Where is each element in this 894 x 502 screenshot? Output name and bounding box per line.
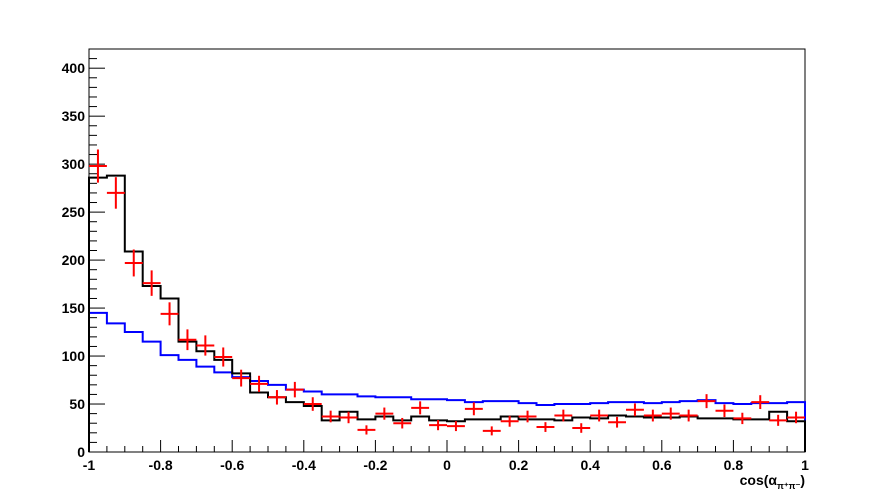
y-tick-label: 150 bbox=[62, 300, 86, 316]
y-tick-label: 300 bbox=[62, 156, 86, 172]
data-point bbox=[285, 381, 304, 398]
data-point bbox=[124, 249, 143, 277]
x-axis: -1 -0.8 -0.6 -0.4 -0.2 0 0.2 0.4 0.6 0.8 1 bbox=[83, 440, 809, 473]
data-point bbox=[232, 369, 251, 387]
data-point bbox=[106, 177, 125, 209]
data-point bbox=[536, 422, 555, 432]
x-tick-label: -1 bbox=[83, 457, 96, 473]
data-point bbox=[572, 423, 591, 433]
x-tick-label: -0.8 bbox=[149, 457, 173, 473]
data-point bbox=[464, 402, 483, 416]
data-point bbox=[393, 417, 412, 429]
data-point bbox=[643, 409, 662, 422]
data-point bbox=[608, 416, 626, 428]
y-axis: 0 50 100 150 200 250 300 350 400 bbox=[62, 48, 105, 460]
data-point bbox=[715, 404, 734, 418]
blue-step-histogram bbox=[88, 311, 806, 452]
data-point bbox=[500, 415, 519, 427]
data-point bbox=[160, 302, 179, 326]
data-point bbox=[661, 407, 680, 420]
x-tick-label: 1 bbox=[801, 457, 809, 473]
data-point bbox=[89, 149, 107, 183]
data-point bbox=[321, 410, 340, 423]
x-axis-title-main: cos(α bbox=[740, 472, 778, 488]
data-point bbox=[196, 335, 215, 356]
data-point bbox=[303, 397, 322, 411]
data-point bbox=[268, 390, 286, 405]
x-axis-title-subscript: π⁺π⁻ bbox=[777, 481, 801, 491]
data-point bbox=[679, 409, 698, 422]
data-point bbox=[214, 347, 233, 367]
x-tick-label: 0 bbox=[443, 457, 451, 473]
data-point bbox=[697, 394, 716, 409]
data-point bbox=[142, 270, 161, 296]
data-point bbox=[482, 426, 501, 436]
x-axis-title-close: ) bbox=[800, 472, 805, 488]
y-tick-label: 400 bbox=[62, 60, 86, 76]
data-point bbox=[178, 329, 197, 351]
data-point bbox=[787, 411, 805, 424]
series-layer bbox=[88, 149, 806, 452]
data-point bbox=[375, 407, 394, 420]
data-point bbox=[590, 409, 609, 422]
data-point bbox=[339, 411, 358, 424]
y-tick-label: 0 bbox=[77, 444, 85, 460]
data-point bbox=[769, 414, 788, 426]
y-tick-label: 100 bbox=[62, 348, 86, 364]
x-tick-label: 0.8 bbox=[724, 457, 744, 473]
y-tick-label: 50 bbox=[69, 396, 85, 412]
data-point bbox=[429, 420, 447, 431]
data-point bbox=[411, 401, 430, 415]
data-point bbox=[518, 410, 537, 423]
x-axis-title: cos(απ⁺π⁻) bbox=[740, 472, 805, 491]
data-point bbox=[250, 375, 268, 392]
x-tick-label: 0.4 bbox=[580, 457, 600, 473]
data-point bbox=[733, 412, 752, 425]
plot-frame bbox=[88, 48, 806, 453]
data-point bbox=[357, 425, 376, 435]
x-tick-label: -0.4 bbox=[292, 457, 316, 473]
black-step-histogram bbox=[88, 174, 806, 452]
data-point bbox=[751, 395, 770, 410]
data-point bbox=[447, 421, 465, 432]
y-tick-label: 350 bbox=[62, 108, 86, 124]
x-tick-label: -0.2 bbox=[363, 457, 387, 473]
x-tick-label: -0.6 bbox=[220, 457, 244, 473]
y-tick-label: 250 bbox=[62, 204, 86, 220]
data-point bbox=[626, 403, 644, 417]
x-tick-label: 0.6 bbox=[652, 457, 672, 473]
y-tick-label: 200 bbox=[62, 252, 86, 268]
data-point bbox=[554, 409, 573, 422]
x-tick-label: 0.2 bbox=[509, 457, 529, 473]
